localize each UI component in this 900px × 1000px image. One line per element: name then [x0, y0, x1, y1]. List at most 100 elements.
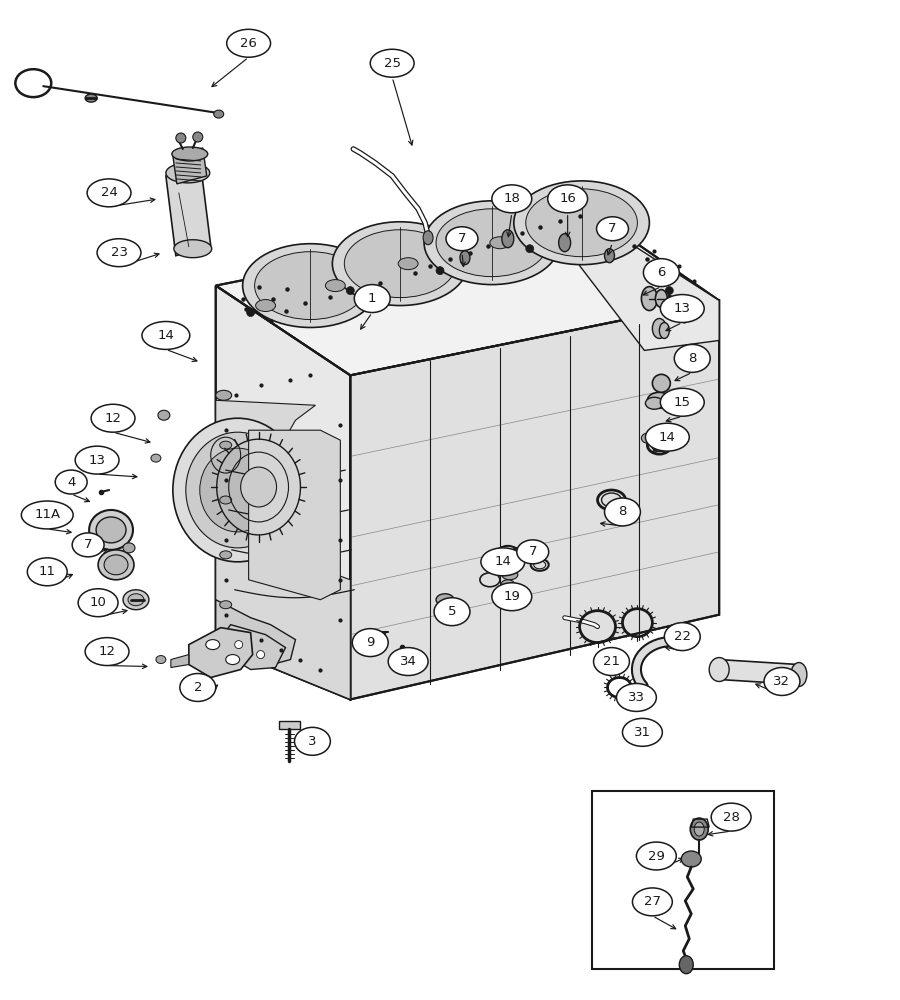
- Text: 5: 5: [447, 605, 456, 618]
- Text: 13: 13: [674, 302, 691, 315]
- Ellipse shape: [594, 648, 629, 676]
- Polygon shape: [719, 660, 799, 684]
- Text: 9: 9: [366, 636, 374, 649]
- Text: 21: 21: [603, 655, 620, 668]
- Ellipse shape: [436, 267, 444, 275]
- Text: 32: 32: [773, 675, 790, 688]
- Text: 12: 12: [99, 645, 115, 658]
- Ellipse shape: [681, 851, 701, 867]
- Text: 18: 18: [503, 192, 520, 205]
- Text: 11A: 11A: [34, 508, 60, 521]
- Polygon shape: [220, 625, 285, 670]
- Ellipse shape: [645, 423, 689, 451]
- Text: 14: 14: [659, 431, 676, 444]
- Ellipse shape: [517, 540, 549, 564]
- Ellipse shape: [500, 580, 515, 590]
- Text: 6: 6: [657, 266, 665, 279]
- Ellipse shape: [352, 629, 388, 657]
- Ellipse shape: [256, 300, 275, 312]
- Ellipse shape: [645, 397, 663, 409]
- Text: 8: 8: [688, 352, 697, 365]
- Ellipse shape: [661, 388, 704, 416]
- Ellipse shape: [481, 548, 525, 576]
- Ellipse shape: [76, 446, 119, 474]
- Ellipse shape: [97, 239, 141, 267]
- Ellipse shape: [174, 240, 212, 258]
- Ellipse shape: [514, 181, 650, 265]
- Ellipse shape: [142, 321, 190, 349]
- Ellipse shape: [243, 244, 378, 327]
- Ellipse shape: [660, 322, 670, 338]
- Ellipse shape: [213, 110, 224, 118]
- Ellipse shape: [216, 390, 231, 400]
- Ellipse shape: [764, 668, 800, 695]
- Ellipse shape: [492, 185, 532, 213]
- Ellipse shape: [220, 496, 231, 504]
- Ellipse shape: [460, 251, 470, 265]
- Text: 22: 22: [674, 630, 691, 643]
- Text: 13: 13: [88, 454, 105, 467]
- Ellipse shape: [193, 132, 202, 142]
- Text: 15: 15: [674, 396, 691, 409]
- Ellipse shape: [173, 418, 302, 562]
- Ellipse shape: [98, 550, 134, 580]
- Ellipse shape: [502, 230, 514, 248]
- Ellipse shape: [388, 648, 428, 676]
- Text: 34: 34: [400, 655, 417, 668]
- Ellipse shape: [172, 147, 208, 161]
- Ellipse shape: [642, 433, 653, 443]
- Ellipse shape: [616, 683, 656, 711]
- Ellipse shape: [680, 956, 693, 974]
- Ellipse shape: [370, 49, 414, 77]
- Text: 28: 28: [723, 811, 740, 824]
- Ellipse shape: [652, 319, 666, 338]
- Ellipse shape: [206, 640, 220, 650]
- Ellipse shape: [709, 658, 729, 681]
- Ellipse shape: [665, 287, 673, 295]
- Ellipse shape: [526, 189, 637, 257]
- Text: 26: 26: [240, 37, 257, 50]
- Ellipse shape: [235, 641, 243, 649]
- Text: 12: 12: [104, 412, 122, 425]
- Ellipse shape: [158, 410, 170, 420]
- Ellipse shape: [446, 227, 478, 251]
- Ellipse shape: [674, 344, 710, 372]
- Ellipse shape: [27, 558, 68, 586]
- Text: 19: 19: [503, 590, 520, 603]
- Polygon shape: [580, 211, 719, 350]
- Ellipse shape: [492, 583, 532, 611]
- Ellipse shape: [636, 842, 676, 870]
- Ellipse shape: [86, 638, 129, 666]
- Text: 14: 14: [158, 329, 175, 342]
- Ellipse shape: [227, 29, 271, 57]
- Ellipse shape: [255, 252, 366, 320]
- Text: 29: 29: [648, 850, 665, 863]
- Text: 14: 14: [494, 555, 511, 568]
- Text: 3: 3: [308, 735, 317, 748]
- Ellipse shape: [220, 551, 231, 559]
- Text: 4: 4: [67, 476, 76, 489]
- Ellipse shape: [226, 655, 239, 665]
- Ellipse shape: [791, 663, 807, 686]
- Text: 1: 1: [368, 292, 376, 305]
- Ellipse shape: [345, 230, 456, 298]
- Ellipse shape: [434, 598, 470, 626]
- Bar: [591, 791, 774, 969]
- Ellipse shape: [200, 448, 275, 532]
- Ellipse shape: [633, 888, 672, 916]
- Text: 2: 2: [194, 681, 202, 694]
- Ellipse shape: [423, 231, 433, 245]
- Ellipse shape: [87, 179, 131, 207]
- Text: 25: 25: [383, 57, 400, 70]
- Ellipse shape: [436, 209, 548, 277]
- Ellipse shape: [694, 822, 704, 836]
- Text: 16: 16: [559, 192, 576, 205]
- Ellipse shape: [247, 309, 255, 317]
- Polygon shape: [216, 600, 295, 668]
- Polygon shape: [166, 166, 211, 256]
- Polygon shape: [350, 301, 719, 699]
- Ellipse shape: [664, 623, 700, 651]
- Ellipse shape: [176, 133, 185, 143]
- Text: 7: 7: [608, 222, 617, 235]
- Ellipse shape: [398, 258, 418, 270]
